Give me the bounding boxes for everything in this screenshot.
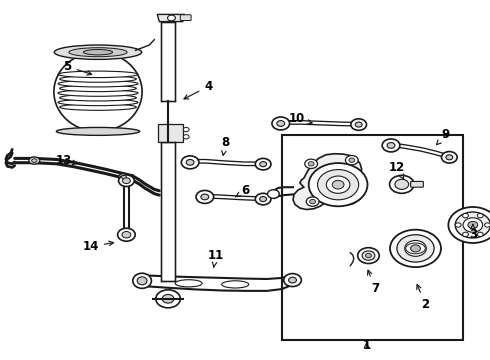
Circle shape (448, 207, 490, 243)
Circle shape (411, 245, 420, 252)
Ellipse shape (221, 281, 248, 288)
Text: 2: 2 (417, 284, 429, 311)
Ellipse shape (83, 49, 113, 55)
Circle shape (477, 213, 483, 218)
Bar (158, 124, 183, 142)
Circle shape (284, 274, 301, 287)
Text: 13: 13 (55, 154, 77, 167)
Circle shape (186, 159, 194, 165)
Ellipse shape (69, 48, 127, 57)
Circle shape (289, 277, 296, 283)
Circle shape (306, 197, 319, 206)
Polygon shape (161, 22, 175, 101)
Text: 12: 12 (389, 161, 405, 179)
FancyBboxPatch shape (411, 181, 423, 187)
Circle shape (260, 197, 267, 202)
Circle shape (351, 119, 367, 130)
Circle shape (260, 162, 267, 167)
Ellipse shape (29, 157, 40, 164)
Circle shape (122, 178, 130, 184)
Ellipse shape (58, 90, 138, 96)
Circle shape (382, 139, 400, 152)
Circle shape (441, 152, 457, 163)
Text: 4: 4 (184, 80, 212, 99)
Circle shape (168, 15, 175, 21)
Ellipse shape (60, 94, 136, 101)
Circle shape (119, 175, 134, 186)
Ellipse shape (54, 45, 142, 59)
Circle shape (397, 235, 434, 262)
Circle shape (366, 253, 371, 258)
Circle shape (310, 199, 316, 204)
Ellipse shape (119, 174, 129, 181)
Circle shape (405, 240, 426, 256)
Text: 3: 3 (469, 224, 477, 240)
Circle shape (390, 175, 414, 193)
Ellipse shape (31, 159, 37, 162)
Circle shape (355, 122, 362, 127)
Text: 10: 10 (288, 112, 312, 125)
Text: 9: 9 (437, 129, 450, 145)
Circle shape (326, 176, 350, 193)
Polygon shape (293, 154, 363, 210)
Circle shape (181, 156, 199, 169)
Circle shape (201, 194, 209, 200)
Circle shape (255, 193, 271, 205)
Circle shape (272, 117, 290, 130)
Text: 14: 14 (82, 240, 114, 253)
Circle shape (162, 294, 174, 303)
Circle shape (455, 212, 490, 238)
Circle shape (455, 223, 461, 227)
Circle shape (349, 158, 355, 162)
Circle shape (463, 218, 483, 232)
Text: 8: 8 (221, 136, 229, 155)
Text: 6: 6 (236, 184, 249, 197)
Text: 1: 1 (363, 339, 370, 352)
Ellipse shape (58, 71, 138, 78)
Circle shape (183, 127, 189, 132)
Circle shape (477, 232, 483, 237)
Circle shape (485, 223, 490, 227)
FancyBboxPatch shape (180, 15, 191, 21)
Circle shape (446, 155, 453, 160)
Circle shape (358, 248, 379, 264)
Circle shape (468, 221, 478, 229)
Circle shape (345, 156, 358, 165)
Circle shape (395, 179, 409, 189)
Circle shape (308, 162, 314, 166)
Ellipse shape (133, 273, 151, 288)
Circle shape (332, 180, 344, 189)
Ellipse shape (137, 277, 147, 285)
Circle shape (305, 159, 318, 168)
Ellipse shape (60, 85, 136, 91)
Circle shape (277, 121, 285, 126)
Ellipse shape (60, 104, 136, 110)
Ellipse shape (175, 280, 202, 287)
Circle shape (268, 190, 279, 198)
Ellipse shape (60, 76, 136, 82)
Text: 7: 7 (368, 270, 379, 294)
Ellipse shape (122, 175, 126, 179)
Circle shape (118, 228, 135, 241)
Circle shape (309, 163, 368, 206)
Circle shape (362, 251, 375, 260)
Ellipse shape (58, 99, 138, 106)
Bar (282, 135, 463, 340)
Polygon shape (161, 142, 175, 281)
Circle shape (196, 190, 214, 203)
Text: 11: 11 (207, 249, 224, 267)
Circle shape (463, 232, 468, 237)
Circle shape (387, 143, 395, 148)
Circle shape (390, 230, 441, 267)
Circle shape (183, 135, 189, 139)
Ellipse shape (56, 127, 140, 135)
Circle shape (463, 213, 468, 218)
Circle shape (156, 290, 180, 308)
Polygon shape (157, 14, 185, 22)
Text: 5: 5 (64, 60, 92, 75)
Ellipse shape (58, 80, 138, 87)
Circle shape (318, 170, 359, 200)
Circle shape (255, 158, 271, 170)
Circle shape (122, 231, 131, 238)
